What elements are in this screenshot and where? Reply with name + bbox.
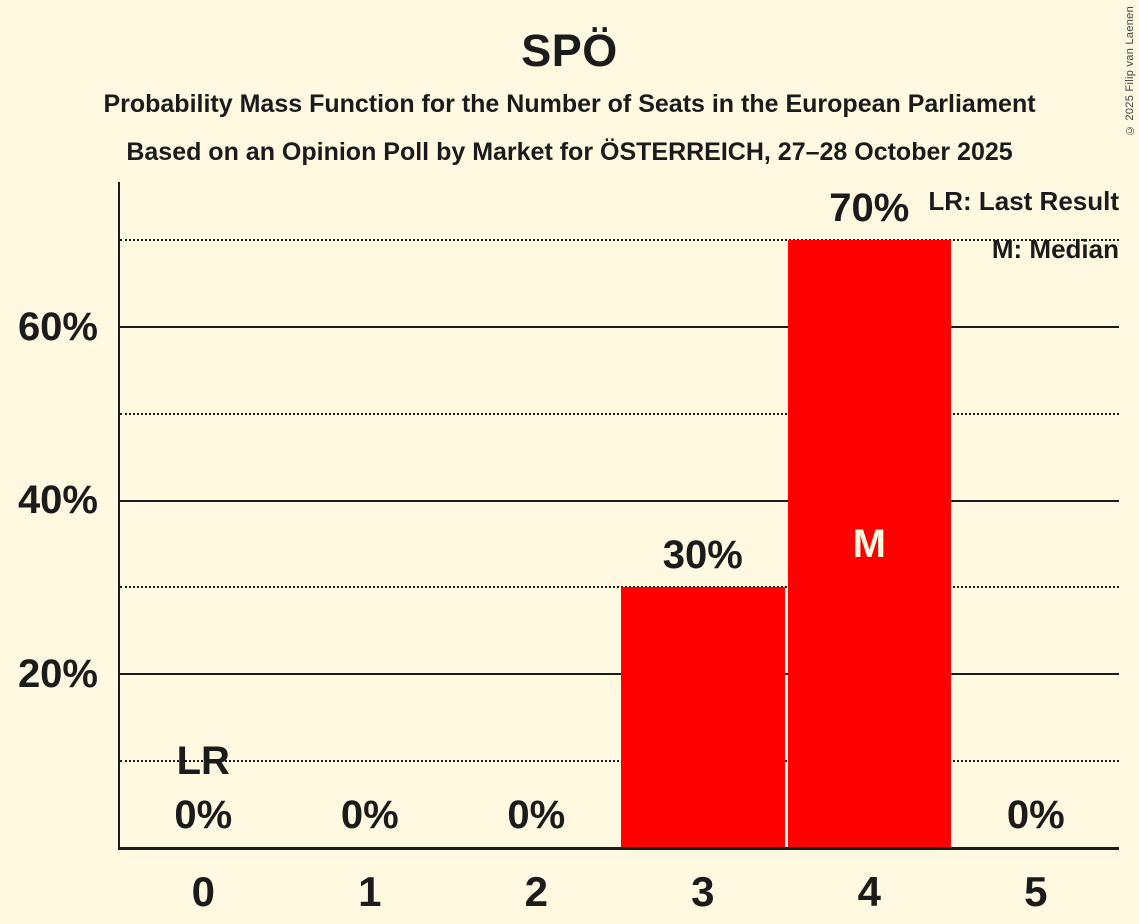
- value-label: 0%: [507, 793, 566, 837]
- bar: [621, 586, 785, 847]
- legend-last-result: LR: Last Result: [928, 186, 1119, 216]
- y-tick-label: 60%: [17, 304, 98, 349]
- x-tick-label: 4: [857, 868, 881, 915]
- x-tick-label: 5: [1024, 868, 1048, 915]
- minor-gridline: [120, 239, 1119, 242]
- major-gridline: [120, 326, 1119, 329]
- copyright-notice: © 2025 Filip van Laenen: [1124, 6, 1136, 137]
- bar-slot: M 70%: [786, 182, 953, 847]
- x-tick-label: 0: [191, 868, 215, 915]
- median-marker-label: M: [852, 521, 886, 566]
- plot-area: 0% LR 0% 0% 30% M 70% 0%: [118, 182, 1119, 850]
- bar-slot: 0%: [953, 182, 1120, 847]
- last-result-marker-label: LR: [176, 739, 230, 783]
- y-tick-label: 40%: [17, 478, 98, 523]
- value-label: 70%: [829, 186, 910, 231]
- minor-gridline: [120, 586, 1119, 589]
- y-tick-label: 20%: [17, 651, 98, 696]
- bar-slot: 30%: [620, 182, 787, 847]
- x-tick-label: 3: [691, 868, 715, 915]
- major-gridline: [120, 672, 1119, 675]
- legend: LR: Last Result M: Median: [928, 186, 1119, 264]
- chart-subtitle-1: Probability Mass Function for the Number…: [103, 90, 1036, 118]
- bar-slot: 0%: [287, 182, 454, 847]
- legend-median: M: Median: [991, 234, 1119, 264]
- minor-gridline: [120, 759, 1119, 762]
- x-tick-label: 2: [524, 868, 548, 915]
- chart-subtitle-2: Based on an Opinion Poll by Market for Ö…: [126, 138, 1013, 166]
- value-label: 0%: [174, 793, 233, 837]
- major-gridline: [120, 499, 1119, 502]
- minor-gridline: [120, 412, 1119, 415]
- x-tick-label: 1: [358, 868, 382, 915]
- value-label: 30%: [662, 532, 743, 577]
- bar: M: [787, 240, 951, 847]
- value-label: 0%: [1006, 793, 1065, 837]
- bar-slot: 0% LR: [120, 182, 287, 847]
- bar-slot: 0%: [453, 182, 620, 847]
- chart-title: SPÖ: [521, 25, 618, 76]
- value-label: 0%: [340, 793, 399, 837]
